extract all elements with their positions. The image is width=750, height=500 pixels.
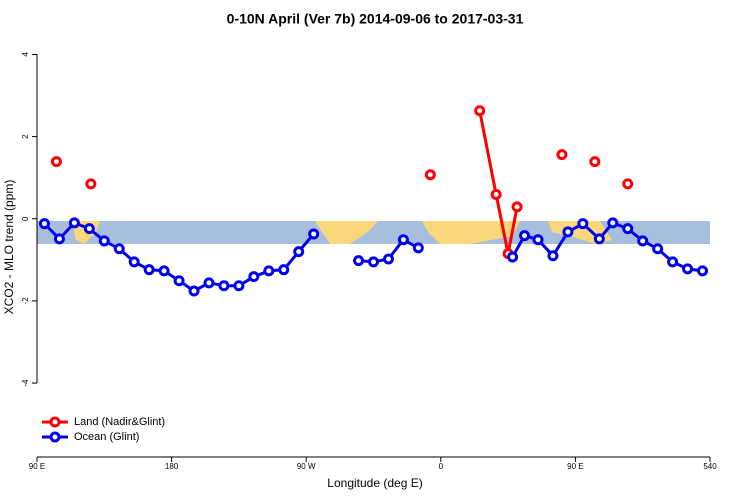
point (652, 243, 664, 255)
point (562, 226, 574, 238)
point (519, 230, 531, 242)
y-tick-label: 4 (21, 52, 30, 57)
point (637, 235, 649, 247)
point (158, 265, 170, 277)
point (353, 255, 365, 267)
point (263, 265, 275, 277)
point (607, 217, 619, 229)
point (382, 253, 394, 265)
y-tick-label: 0 (21, 216, 30, 221)
y-tick-label: -4 (21, 379, 30, 387)
point (173, 275, 185, 287)
point (308, 228, 320, 240)
point (203, 277, 215, 289)
y-tick-label: -2 (21, 297, 30, 305)
point (593, 233, 605, 245)
point (143, 264, 155, 276)
point (577, 218, 589, 230)
legend-marker (49, 431, 61, 443)
x-tick-label: 180 (165, 462, 179, 471)
point (98, 235, 110, 247)
point (397, 234, 409, 246)
legend-label: Land (Nadir&Glint) (74, 416, 165, 428)
y-axis-title: XCO2 - MLO trend (ppm) (2, 180, 16, 315)
point (128, 256, 140, 268)
x-tick-label: 0 (439, 462, 444, 471)
point (697, 265, 709, 277)
point (85, 178, 97, 190)
point (412, 242, 424, 254)
point (682, 263, 694, 275)
point (278, 264, 290, 276)
point (622, 223, 634, 235)
x-tick-label: 540 (703, 462, 717, 471)
point (556, 149, 568, 161)
y-tick-label: 2 (21, 134, 30, 139)
point (622, 178, 634, 190)
point (83, 223, 95, 235)
point (50, 156, 62, 168)
point (547, 250, 559, 262)
point (68, 217, 80, 229)
legend-marker (49, 416, 61, 428)
legend-label: Ocean (Glint) (74, 431, 139, 443)
point (474, 105, 486, 117)
x-tick-label: 90 W (297, 462, 316, 471)
point (368, 256, 379, 268)
x-tick-label: 90 E (29, 462, 45, 471)
point (507, 251, 519, 263)
point (38, 218, 50, 230)
point (113, 243, 125, 255)
x-tick-label: 90 E (567, 462, 583, 471)
point (233, 280, 245, 292)
point (248, 271, 260, 283)
point (490, 189, 502, 201)
point (188, 285, 200, 297)
point (53, 233, 65, 245)
point (424, 169, 436, 181)
point (532, 234, 544, 246)
chart-title: 0-10N April (Ver 7b) 2014-09-06 to 2017-… (227, 11, 524, 27)
point (511, 201, 523, 213)
point (218, 280, 230, 292)
point (293, 246, 305, 258)
point (667, 256, 679, 268)
x-axis-title: Longitude (deg E) (327, 476, 422, 490)
point (589, 156, 601, 168)
